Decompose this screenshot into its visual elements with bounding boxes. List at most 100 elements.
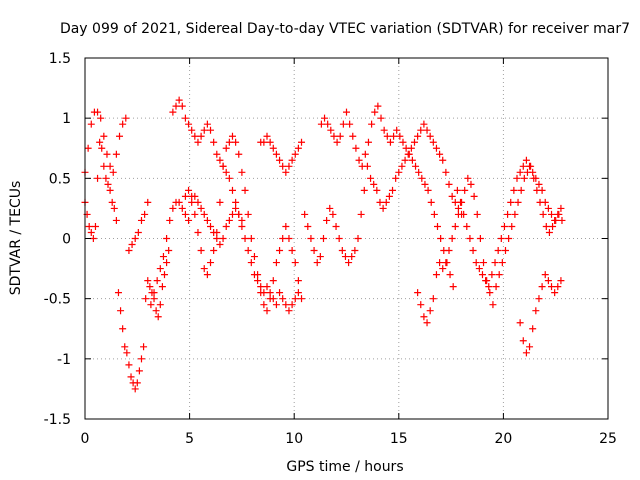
data-point xyxy=(137,216,145,224)
data-point xyxy=(153,277,161,285)
data-point xyxy=(291,259,299,267)
axis-ticks xyxy=(84,57,609,420)
data-point xyxy=(500,222,508,230)
data-point xyxy=(254,277,262,285)
data-point xyxy=(482,277,490,285)
data-point xyxy=(401,156,409,164)
data-point xyxy=(207,259,215,267)
data-point xyxy=(541,198,549,206)
y-tick-label: 0 xyxy=(62,232,71,248)
data-point xyxy=(326,204,334,212)
data-point xyxy=(498,259,506,267)
data-point xyxy=(368,120,376,128)
data-point xyxy=(307,235,315,242)
y-tick-label: 1 xyxy=(62,111,71,127)
data-point xyxy=(298,295,306,303)
data-point xyxy=(291,150,299,158)
data-point xyxy=(467,180,475,188)
data-point xyxy=(163,235,171,242)
data-point xyxy=(358,162,366,170)
data-point xyxy=(554,210,562,218)
data-point xyxy=(85,222,93,230)
data-point xyxy=(169,108,177,116)
data-point xyxy=(158,283,166,291)
data-point xyxy=(557,204,565,212)
data-point xyxy=(109,168,117,176)
x-tick-labels: 0 5 10 15 20 25 xyxy=(81,431,617,447)
data-point xyxy=(228,132,236,140)
data-point xyxy=(247,235,255,242)
data-point xyxy=(522,349,530,357)
data-point xyxy=(386,138,394,146)
data-point xyxy=(140,343,148,351)
data-point xyxy=(100,162,108,170)
data-point xyxy=(376,198,384,206)
data-point xyxy=(415,168,423,176)
data-point xyxy=(520,174,528,182)
data-point xyxy=(430,210,438,218)
data-point xyxy=(414,289,422,297)
data-point xyxy=(532,307,540,315)
data-point xyxy=(94,174,102,182)
data-point xyxy=(288,156,296,164)
data-point xyxy=(551,289,559,297)
data-point xyxy=(188,198,196,206)
data-point xyxy=(288,247,296,255)
data-point xyxy=(197,204,205,212)
data-point xyxy=(257,289,265,297)
data-point xyxy=(288,301,296,309)
data-point xyxy=(360,186,368,194)
data-point xyxy=(336,132,344,140)
data-point xyxy=(542,222,550,230)
data-point xyxy=(321,114,329,122)
data-point xyxy=(238,168,246,176)
data-point xyxy=(106,186,114,194)
data-point xyxy=(235,150,243,158)
data-point xyxy=(282,168,290,176)
data-point xyxy=(235,210,243,218)
data-point xyxy=(432,271,440,279)
data-point xyxy=(492,283,500,291)
data-point xyxy=(91,222,99,230)
data-point xyxy=(489,301,497,309)
data-point xyxy=(507,198,515,206)
data-point xyxy=(272,259,280,267)
data-point xyxy=(225,138,233,146)
data-point xyxy=(276,156,284,164)
data-point xyxy=(457,198,465,206)
data-point xyxy=(423,126,431,134)
data-point xyxy=(551,216,559,224)
data-point xyxy=(175,198,183,206)
y-tick-labels: -1.5 -1 -0.5 0 0.5 1 1.5 xyxy=(44,51,71,428)
data-point xyxy=(119,120,127,128)
data-point xyxy=(432,144,440,152)
data-point xyxy=(188,192,196,200)
data-point xyxy=(469,247,477,255)
data-point xyxy=(410,138,418,146)
data-point xyxy=(461,186,469,194)
y-tick-label: -0.5 xyxy=(44,292,71,308)
data-point xyxy=(390,132,398,140)
data-point xyxy=(222,144,230,152)
data-point xyxy=(181,114,189,122)
data-point xyxy=(538,186,546,194)
data-point xyxy=(247,259,255,267)
data-point xyxy=(216,198,224,206)
data-point xyxy=(544,204,552,212)
data-point xyxy=(538,283,546,291)
data-point xyxy=(294,289,302,297)
data-point xyxy=(276,289,284,297)
data-point xyxy=(269,144,277,152)
data-point xyxy=(516,168,524,176)
data-point xyxy=(232,198,240,206)
data-point xyxy=(210,247,218,255)
data-point xyxy=(436,150,444,158)
series-s1 xyxy=(81,108,246,309)
data-point xyxy=(545,228,553,236)
data-point xyxy=(558,216,566,224)
data-point xyxy=(241,186,249,194)
data-point xyxy=(213,228,221,236)
data-point xyxy=(279,295,287,303)
data-point xyxy=(429,295,437,303)
